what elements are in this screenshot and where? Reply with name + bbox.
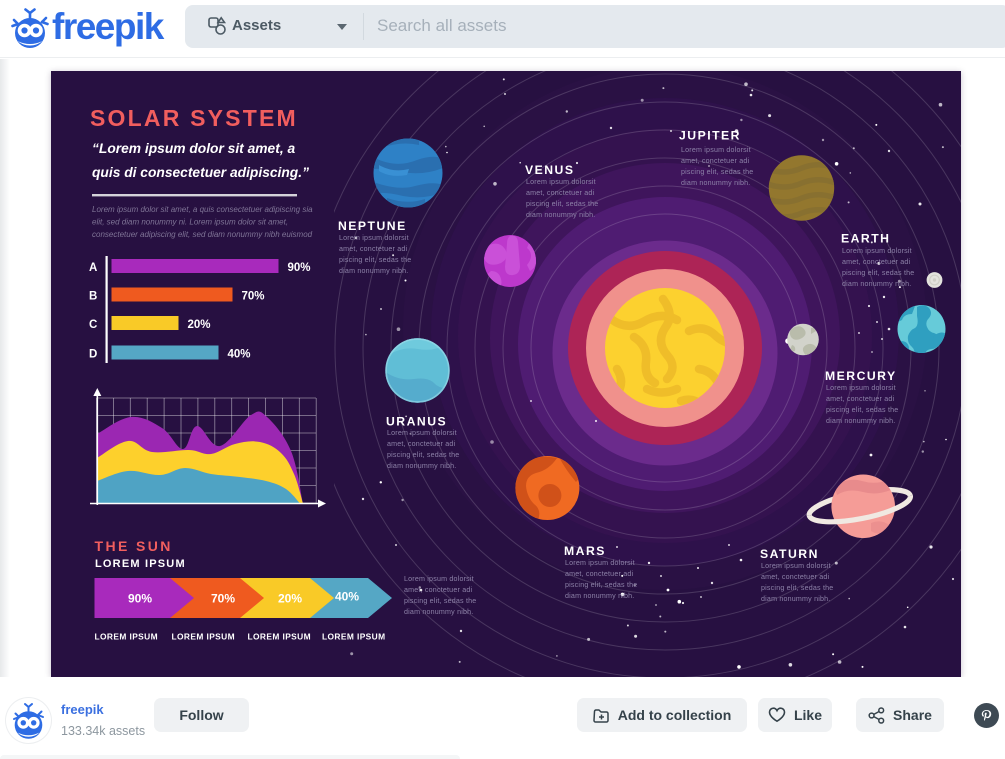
svg-text:diam nonummy nibh.: diam nonummy nibh.: [565, 592, 634, 600]
svg-text:Lorem ipsum dolorsit: Lorem ipsum dolorsit: [681, 146, 751, 154]
svg-text:piscing elit, sedas the: piscing elit, sedas the: [339, 256, 411, 264]
svg-text:piscing elit, sedas the: piscing elit, sedas the: [387, 451, 459, 459]
svg-text:Lorem ipsum dolorsit: Lorem ipsum dolorsit: [761, 562, 831, 570]
svg-text:40%: 40%: [335, 590, 359, 604]
svg-text:amet, conctetuer adi: amet, conctetuer adi: [826, 395, 894, 403]
svg-text:amet, conctetuer adi: amet, conctetuer adi: [339, 245, 407, 253]
svg-text:Lorem ipsum dolorsit: Lorem ipsum dolorsit: [339, 234, 409, 242]
svg-text:LOREM IPSUM: LOREM IPSUM: [172, 632, 236, 642]
svg-text:MERCURY: MERCURY: [825, 369, 897, 383]
svg-text:SOLAR SYSTEM: SOLAR SYSTEM: [90, 105, 298, 131]
svg-text:diam nonummy nibh.: diam nonummy nibh.: [681, 179, 750, 187]
svg-text:B: B: [89, 291, 97, 303]
svg-text:diam nonummy nibh.: diam nonummy nibh.: [387, 462, 456, 470]
svg-text:piscing elit, sedas the: piscing elit, sedas the: [526, 200, 598, 208]
svg-text:Lorem ipsum dolorsit: Lorem ipsum dolorsit: [565, 559, 635, 567]
svg-text:LOREM IPSUM: LOREM IPSUM: [248, 632, 312, 642]
svg-text:amet, conctetuer adi: amet, conctetuer adi: [526, 189, 594, 197]
svg-text:70%: 70%: [242, 291, 265, 303]
svg-text:diam nonummy nibh.: diam nonummy nibh.: [404, 608, 473, 616]
svg-text:“Lorem ipsum dolor sit amet, a: “Lorem ipsum dolor sit amet, a: [92, 141, 295, 156]
svg-text:diam nonummy nibh.: diam nonummy nibh.: [339, 267, 408, 275]
svg-text:piscing elit, sedas the: piscing elit, sedas the: [681, 168, 753, 176]
svg-text:LOREM IPSUM: LOREM IPSUM: [95, 632, 159, 642]
svg-text:LOREM IPSUM: LOREM IPSUM: [322, 632, 386, 642]
svg-text:URANUS: URANUS: [386, 415, 447, 429]
svg-text:consectetuer adipiscing elit,: consectetuer adipiscing elit, sed diam n…: [92, 230, 313, 239]
svg-text:amet, conctetuer adi: amet, conctetuer adi: [565, 570, 633, 578]
svg-text:SATURN: SATURN: [760, 547, 819, 561]
svg-text:20%: 20%: [188, 319, 211, 331]
svg-text:piscing elit, sedas the: piscing elit, sedas the: [404, 597, 476, 605]
svg-text:D: D: [89, 349, 97, 361]
svg-text:JUPITER: JUPITER: [679, 129, 741, 143]
svg-text:piscing elit, sedas the: piscing elit, sedas the: [826, 406, 898, 414]
svg-text:diam nonummy nibh.: diam nonummy nibh.: [826, 417, 895, 425]
svg-text:40%: 40%: [228, 349, 251, 361]
svg-text:elit, sed diam nonummy ni. Lor: elit, sed diam nonummy ni. Lorem ipsum d…: [92, 218, 288, 227]
svg-text:A: A: [89, 262, 97, 274]
svg-text:Lorem ipsum dolorsit: Lorem ipsum dolorsit: [526, 178, 596, 186]
svg-text:diam nonummy nibh.: diam nonummy nibh.: [842, 280, 911, 288]
svg-text:amet, conctetuer adi: amet, conctetuer adi: [842, 258, 910, 266]
svg-text:diam nonummy nibh.: diam nonummy nibh.: [761, 595, 830, 603]
svg-text:NEPTUNE: NEPTUNE: [338, 219, 407, 233]
svg-text:THE SUN: THE SUN: [95, 538, 173, 554]
svg-text:amet, conctetuer adi: amet, conctetuer adi: [681, 157, 749, 165]
svg-text:EARTH: EARTH: [841, 232, 890, 246]
svg-text:quis di consectetuer adipiscin: quis di consectetuer adipiscing.”: [92, 165, 309, 180]
svg-text:LOREM IPSUM: LOREM IPSUM: [95, 558, 186, 570]
svg-text:amet, conctetuer adi: amet, conctetuer adi: [387, 440, 455, 448]
svg-text:90%: 90%: [288, 262, 311, 274]
svg-text:MARS: MARS: [564, 544, 606, 558]
svg-text:Lorem ipsum dolorsit: Lorem ipsum dolorsit: [387, 429, 457, 437]
svg-text:amet, conctetuer adi: amet, conctetuer adi: [404, 586, 472, 594]
svg-text:Lorem ipsum dolorsit: Lorem ipsum dolorsit: [842, 247, 912, 255]
svg-text:piscing elit, sedas the: piscing elit, sedas the: [565, 581, 637, 589]
svg-text:90%: 90%: [128, 592, 152, 606]
svg-text:piscing elit, sedas the: piscing elit, sedas the: [761, 584, 833, 592]
svg-text:amet, conctetuer adi: amet, conctetuer adi: [761, 573, 829, 581]
svg-text:Lorem ipsum dolorsit: Lorem ipsum dolorsit: [404, 575, 474, 583]
svg-text:piscing elit, sedas the: piscing elit, sedas the: [842, 269, 914, 277]
svg-text:C: C: [89, 319, 97, 331]
svg-text:70%: 70%: [211, 592, 235, 606]
svg-text:20%: 20%: [278, 592, 302, 606]
svg-text:Lorem ipsum dolorsit: Lorem ipsum dolorsit: [826, 384, 896, 392]
svg-text:Lorem ipsum dolor sit amet, a: Lorem ipsum dolor sit amet, a quis conse…: [92, 205, 313, 214]
svg-text:diam nonummy nibh.: diam nonummy nibh.: [526, 211, 595, 219]
svg-text:VENUS: VENUS: [525, 163, 575, 177]
